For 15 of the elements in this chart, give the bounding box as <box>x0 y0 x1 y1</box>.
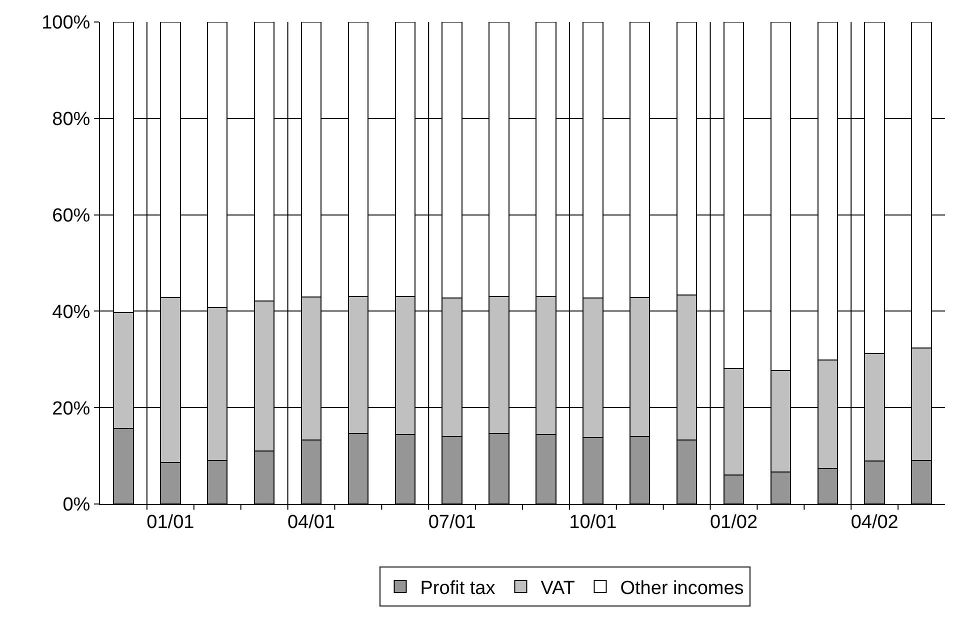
y-tick-label: 40% <box>52 302 90 323</box>
legend-label: Other incomes <box>620 578 744 599</box>
y-tick-label: 60% <box>52 205 90 226</box>
x-tick-label: 01/01 <box>146 512 194 533</box>
x-tick-label: 10/01 <box>569 512 617 533</box>
legend-label: VAT <box>540 578 576 599</box>
x-tick-label: 04/01 <box>287 512 336 533</box>
legend-label: Profit tax <box>420 578 496 599</box>
y-tick-label: 80% <box>52 109 90 130</box>
x-tick-label: 04/02 <box>850 512 898 533</box>
y-tick-label: 100% <box>42 12 90 34</box>
x-tick-label: 07/01 <box>428 512 476 533</box>
x-tick-label: 01/02 <box>710 512 758 533</box>
y-tick-label: 20% <box>52 398 90 420</box>
y-tick-label: 0% <box>62 494 90 516</box>
